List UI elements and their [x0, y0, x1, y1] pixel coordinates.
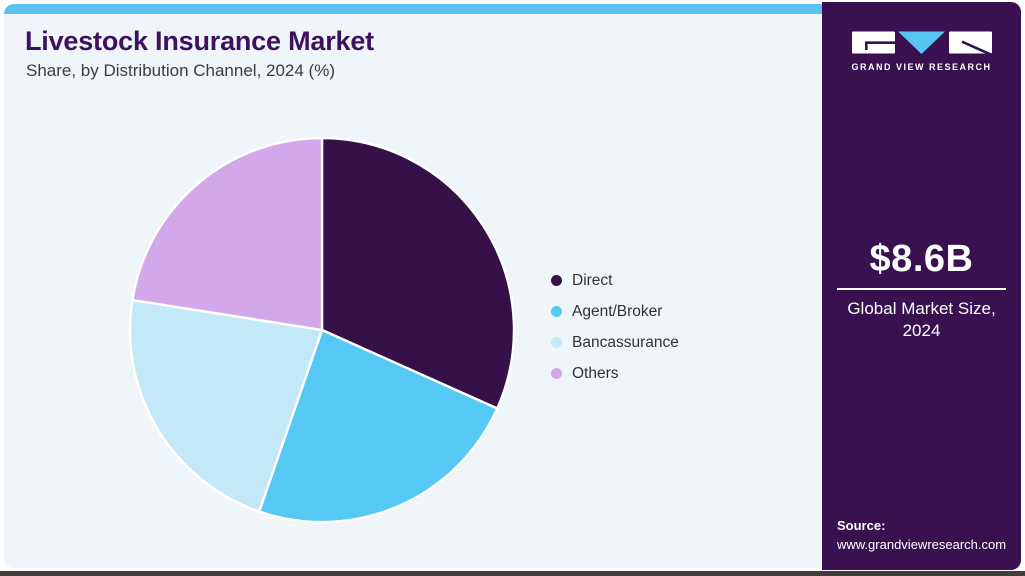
market-size-value: $8.6B	[869, 238, 974, 280]
pie-slice-direct	[320, 136, 516, 410]
top-accent-bar	[4, 4, 822, 14]
logo-r-mark	[960, 40, 992, 55]
source-url[interactable]: www.grandviewresearch.com	[837, 537, 1007, 553]
pie-slice-others	[131, 136, 324, 332]
logo-text: GRAND VIEW RESEARCH	[851, 62, 992, 72]
legend: Direct Agent/Broker Bancassurance Others	[551, 265, 679, 389]
legend-swatch	[551, 306, 562, 317]
source-label: Source:	[837, 518, 886, 534]
legend-item-agent-broker: Agent/Broker	[551, 296, 679, 327]
bottom-shadow-line	[0, 571, 1025, 576]
pie-slice-bancassurance	[128, 298, 324, 513]
divider	[837, 287, 1006, 290]
chart-subtitle: Share, by Distribution Channel, 2024 (%)	[26, 61, 335, 80]
chart-panel: Livestock Insurance Market Share, by Dis…	[4, 4, 822, 568]
gvr-logo: GRAND VIEW RESEARCH	[822, 31, 1021, 72]
legend-swatch	[551, 275, 562, 286]
logo-v-triangle	[897, 31, 945, 54]
brand-sidebar: GRAND VIEW RESEARCH $8.6B Global Market …	[822, 2, 1021, 570]
market-size-block: $8.6B Global Market Size, 2024	[822, 238, 1021, 342]
logo-r-block	[948, 31, 992, 54]
market-size-label-line2: 2024	[902, 320, 941, 340]
legend-item-others: Others	[551, 358, 679, 389]
legend-label: Direct	[572, 271, 613, 289]
logo-g-mark	[864, 41, 895, 50]
market-size-label-line1: Global Market Size,	[847, 298, 996, 318]
legend-label: Agent/Broker	[572, 302, 663, 320]
legend-label: Others	[572, 364, 619, 382]
legend-item-direct: Direct	[551, 265, 679, 296]
pie-slice-agent-broker	[258, 328, 499, 524]
legend-label: Bancassurance	[572, 333, 679, 351]
legend-item-bancassurance: Bancassurance	[551, 327, 679, 358]
source-block: Source: www.grandviewresearch.com	[837, 517, 1006, 555]
pie-chart	[128, 136, 516, 524]
gvr-logo-mark	[851, 31, 992, 55]
legend-swatch	[551, 368, 562, 379]
legend-swatch	[551, 337, 562, 348]
market-size-label: Global Market Size, 2024	[822, 298, 1021, 342]
chart-title: Livestock Insurance Market	[25, 26, 374, 56]
